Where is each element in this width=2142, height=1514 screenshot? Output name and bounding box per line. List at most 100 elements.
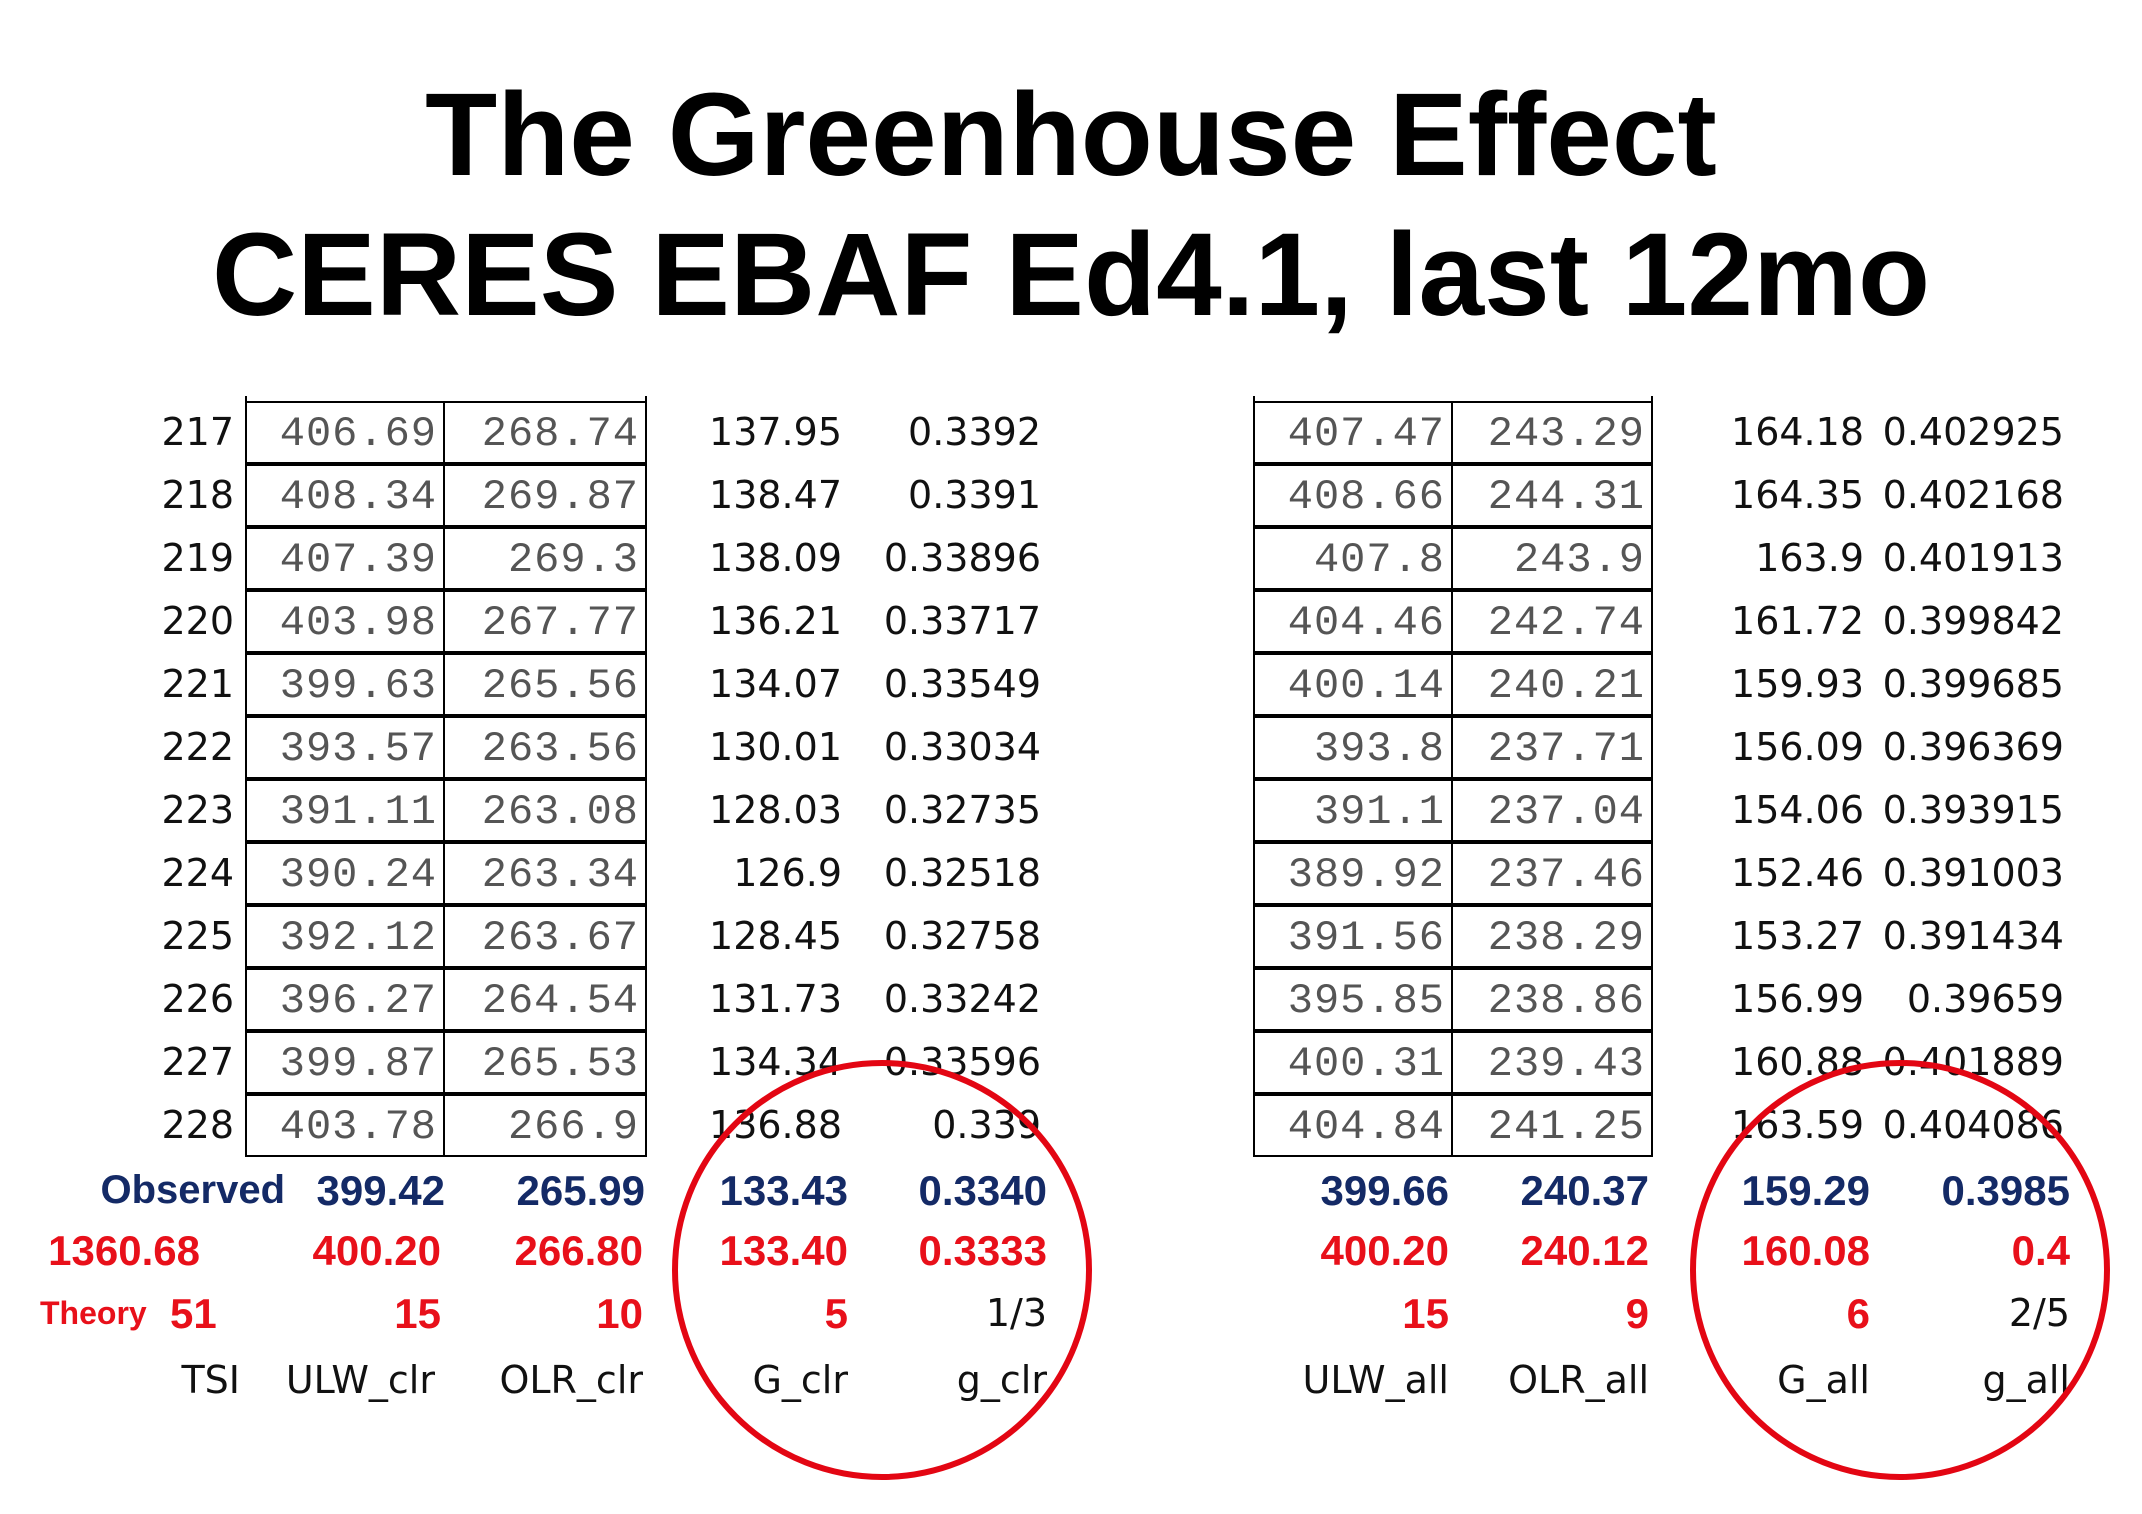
theory-all-value: 400.20 (1320, 1227, 1449, 1274)
g-clr-cell: 138.47 (709, 473, 842, 517)
olr-all-cell: 237.71 (1451, 716, 1653, 779)
g-ratio-all-cell: 0.401913 (1882, 536, 2064, 580)
olr-all-cell: 244.31 (1451, 464, 1653, 527)
observed-all-value: 159.29 (1741, 1167, 1870, 1214)
g-all-cell: 164.18 (1731, 410, 1864, 454)
observed-clr-value: 399.42 (316, 1167, 445, 1214)
ulw-all-cell: 407.47 (1253, 401, 1453, 464)
fraction-all-value: 2/5 (2008, 1291, 2070, 1335)
g-ratio-all-cell: 0.39659 (1906, 977, 2064, 1021)
olr-all-cell: 237.04 (1451, 779, 1653, 842)
g-clr-cell: 137.95 (709, 410, 842, 454)
olr-clr-cell: 265.53 (445, 1031, 647, 1094)
title-line-2: CERES EBAF Ed4.1, last 12mo (211, 209, 1931, 341)
column-header-clr: OLR_clr (499, 1358, 643, 1402)
theory-label: Theory (40, 1295, 147, 1331)
olr-all-cell: 241.25 (1451, 1094, 1653, 1157)
column-header-clr: G_clr (752, 1358, 848, 1402)
row-index: 227 (161, 1040, 234, 1084)
g-clr-cell: 134.07 (709, 662, 842, 706)
observed-all-value: 240.37 (1520, 1167, 1649, 1214)
ulw-all-cell: 408.66 (1253, 464, 1453, 527)
ulw-all-cell: 400.31 (1253, 1031, 1453, 1094)
row-index: 218 (161, 473, 234, 517)
ulw-clr-cell: 408.34 (245, 464, 445, 527)
theory-clr-value: 133.40 (719, 1227, 848, 1274)
title-line-1: The Greenhouse Effect (425, 69, 1717, 201)
g-all-cell: 153.27 (1731, 914, 1864, 958)
g-clr-cell: 130.01 (709, 725, 842, 769)
g-clr-cell: 138.09 (709, 536, 842, 580)
olr-all-cell: 243.9 (1451, 527, 1653, 590)
column-header-all: ULW_all (1302, 1358, 1449, 1402)
g-ratio-clr-cell: 0.33549 (883, 662, 1041, 706)
g-all-cell: 163.9 (1755, 536, 1864, 580)
integer-clr-value: 5 (824, 1290, 848, 1337)
theory-all-value: 0.4 (2011, 1227, 2070, 1274)
column-header-clr: g_clr (956, 1358, 1047, 1402)
column-header-clr: TSI (181, 1358, 240, 1402)
integer-all-value: 9 (1625, 1290, 1649, 1337)
olr-clr-cell: 267.77 (445, 590, 647, 653)
theory-clr-value: 266.80 (514, 1227, 643, 1274)
olr-all-cell: 238.86 (1451, 968, 1653, 1031)
fraction-clr-value: 1/3 (985, 1291, 1047, 1335)
olr-all-cell: 239.43 (1451, 1031, 1653, 1094)
g-ratio-all-cell: 0.404086 (1882, 1103, 2064, 1147)
row-index: 226 (161, 977, 234, 1021)
g-ratio-all-cell: 0.402168 (1882, 473, 2064, 517)
g-clr-cell: 136.21 (709, 599, 842, 643)
g-all-cell: 159.93 (1731, 662, 1864, 706)
integer-all-value: 15 (1402, 1290, 1449, 1337)
ulw-all-cell: 395.85 (1253, 968, 1453, 1031)
ulw-clr-cell: 396.27 (245, 968, 445, 1031)
olr-clr-cell: 266.9 (445, 1094, 647, 1157)
ulw-clr-cell: 407.39 (245, 527, 445, 590)
g-ratio-clr-cell: 0.339 (932, 1103, 1041, 1147)
row-index: 219 (161, 536, 234, 580)
olr-clr-cell: 264.54 (445, 968, 647, 1031)
g-ratio-clr-cell: 0.33242 (883, 977, 1041, 1021)
theory-all-value: 240.12 (1520, 1227, 1649, 1274)
all-right-rule (1651, 396, 1653, 1157)
ulw-clr-cell: 399.87 (245, 1031, 445, 1094)
theory-all-value: 160.08 (1741, 1227, 1870, 1274)
all-left-rule (1253, 396, 1255, 1157)
row-index: 222 (161, 725, 234, 769)
g-ratio-all-cell: 0.391434 (1882, 914, 2064, 958)
g-ratio-all-cell: 0.391003 (1882, 851, 2064, 895)
row-index: 217 (161, 410, 234, 454)
olr-clr-cell: 268.74 (445, 401, 647, 464)
olr-clr-cell: 263.08 (445, 779, 647, 842)
olr-clr-cell: 263.34 (445, 842, 647, 905)
column-header-all: g_all (1982, 1358, 2070, 1402)
ulw-all-cell: 393.8 (1253, 716, 1453, 779)
ulw-clr-cell: 390.24 (245, 842, 445, 905)
g-clr-cell: 126.9 (733, 851, 842, 895)
g-ratio-clr-cell: 0.3392 (908, 410, 1041, 454)
olr-all-cell: 238.29 (1451, 905, 1653, 968)
ulw-clr-cell: 403.98 (245, 590, 445, 653)
row-index: 225 (161, 914, 234, 958)
row-index: 228 (161, 1103, 234, 1147)
observed-all-value: 0.3985 (1941, 1167, 2070, 1214)
column-header-all: G_all (1777, 1358, 1870, 1402)
integer-clr-value: 15 (394, 1290, 441, 1337)
observed-clr-value: 0.3340 (918, 1167, 1047, 1214)
g-clr-cell: 128.45 (709, 914, 842, 958)
olr-all-cell: 243.29 (1451, 401, 1653, 464)
ulw-clr-cell: 399.63 (245, 653, 445, 716)
g-ratio-clr-cell: 0.3391 (908, 473, 1041, 517)
ulw-all-cell: 404.46 (1253, 590, 1453, 653)
theory-clr-value: 0.3333 (918, 1227, 1047, 1274)
integer-clr-value: 51 (170, 1290, 217, 1337)
g-all-cell: 160.88 (1731, 1040, 1864, 1084)
g-ratio-clr-cell: 0.32518 (883, 851, 1041, 895)
g-all-cell: 156.99 (1731, 977, 1864, 1021)
olr-clr-cell: 269.3 (445, 527, 647, 590)
integer-clr-value: 10 (596, 1290, 643, 1337)
g-all-cell: 161.72 (1731, 599, 1864, 643)
observed-all-value: 399.66 (1320, 1167, 1449, 1214)
ulw-clr-cell: 392.12 (245, 905, 445, 968)
ulw-all-cell: 404.84 (1253, 1094, 1453, 1157)
